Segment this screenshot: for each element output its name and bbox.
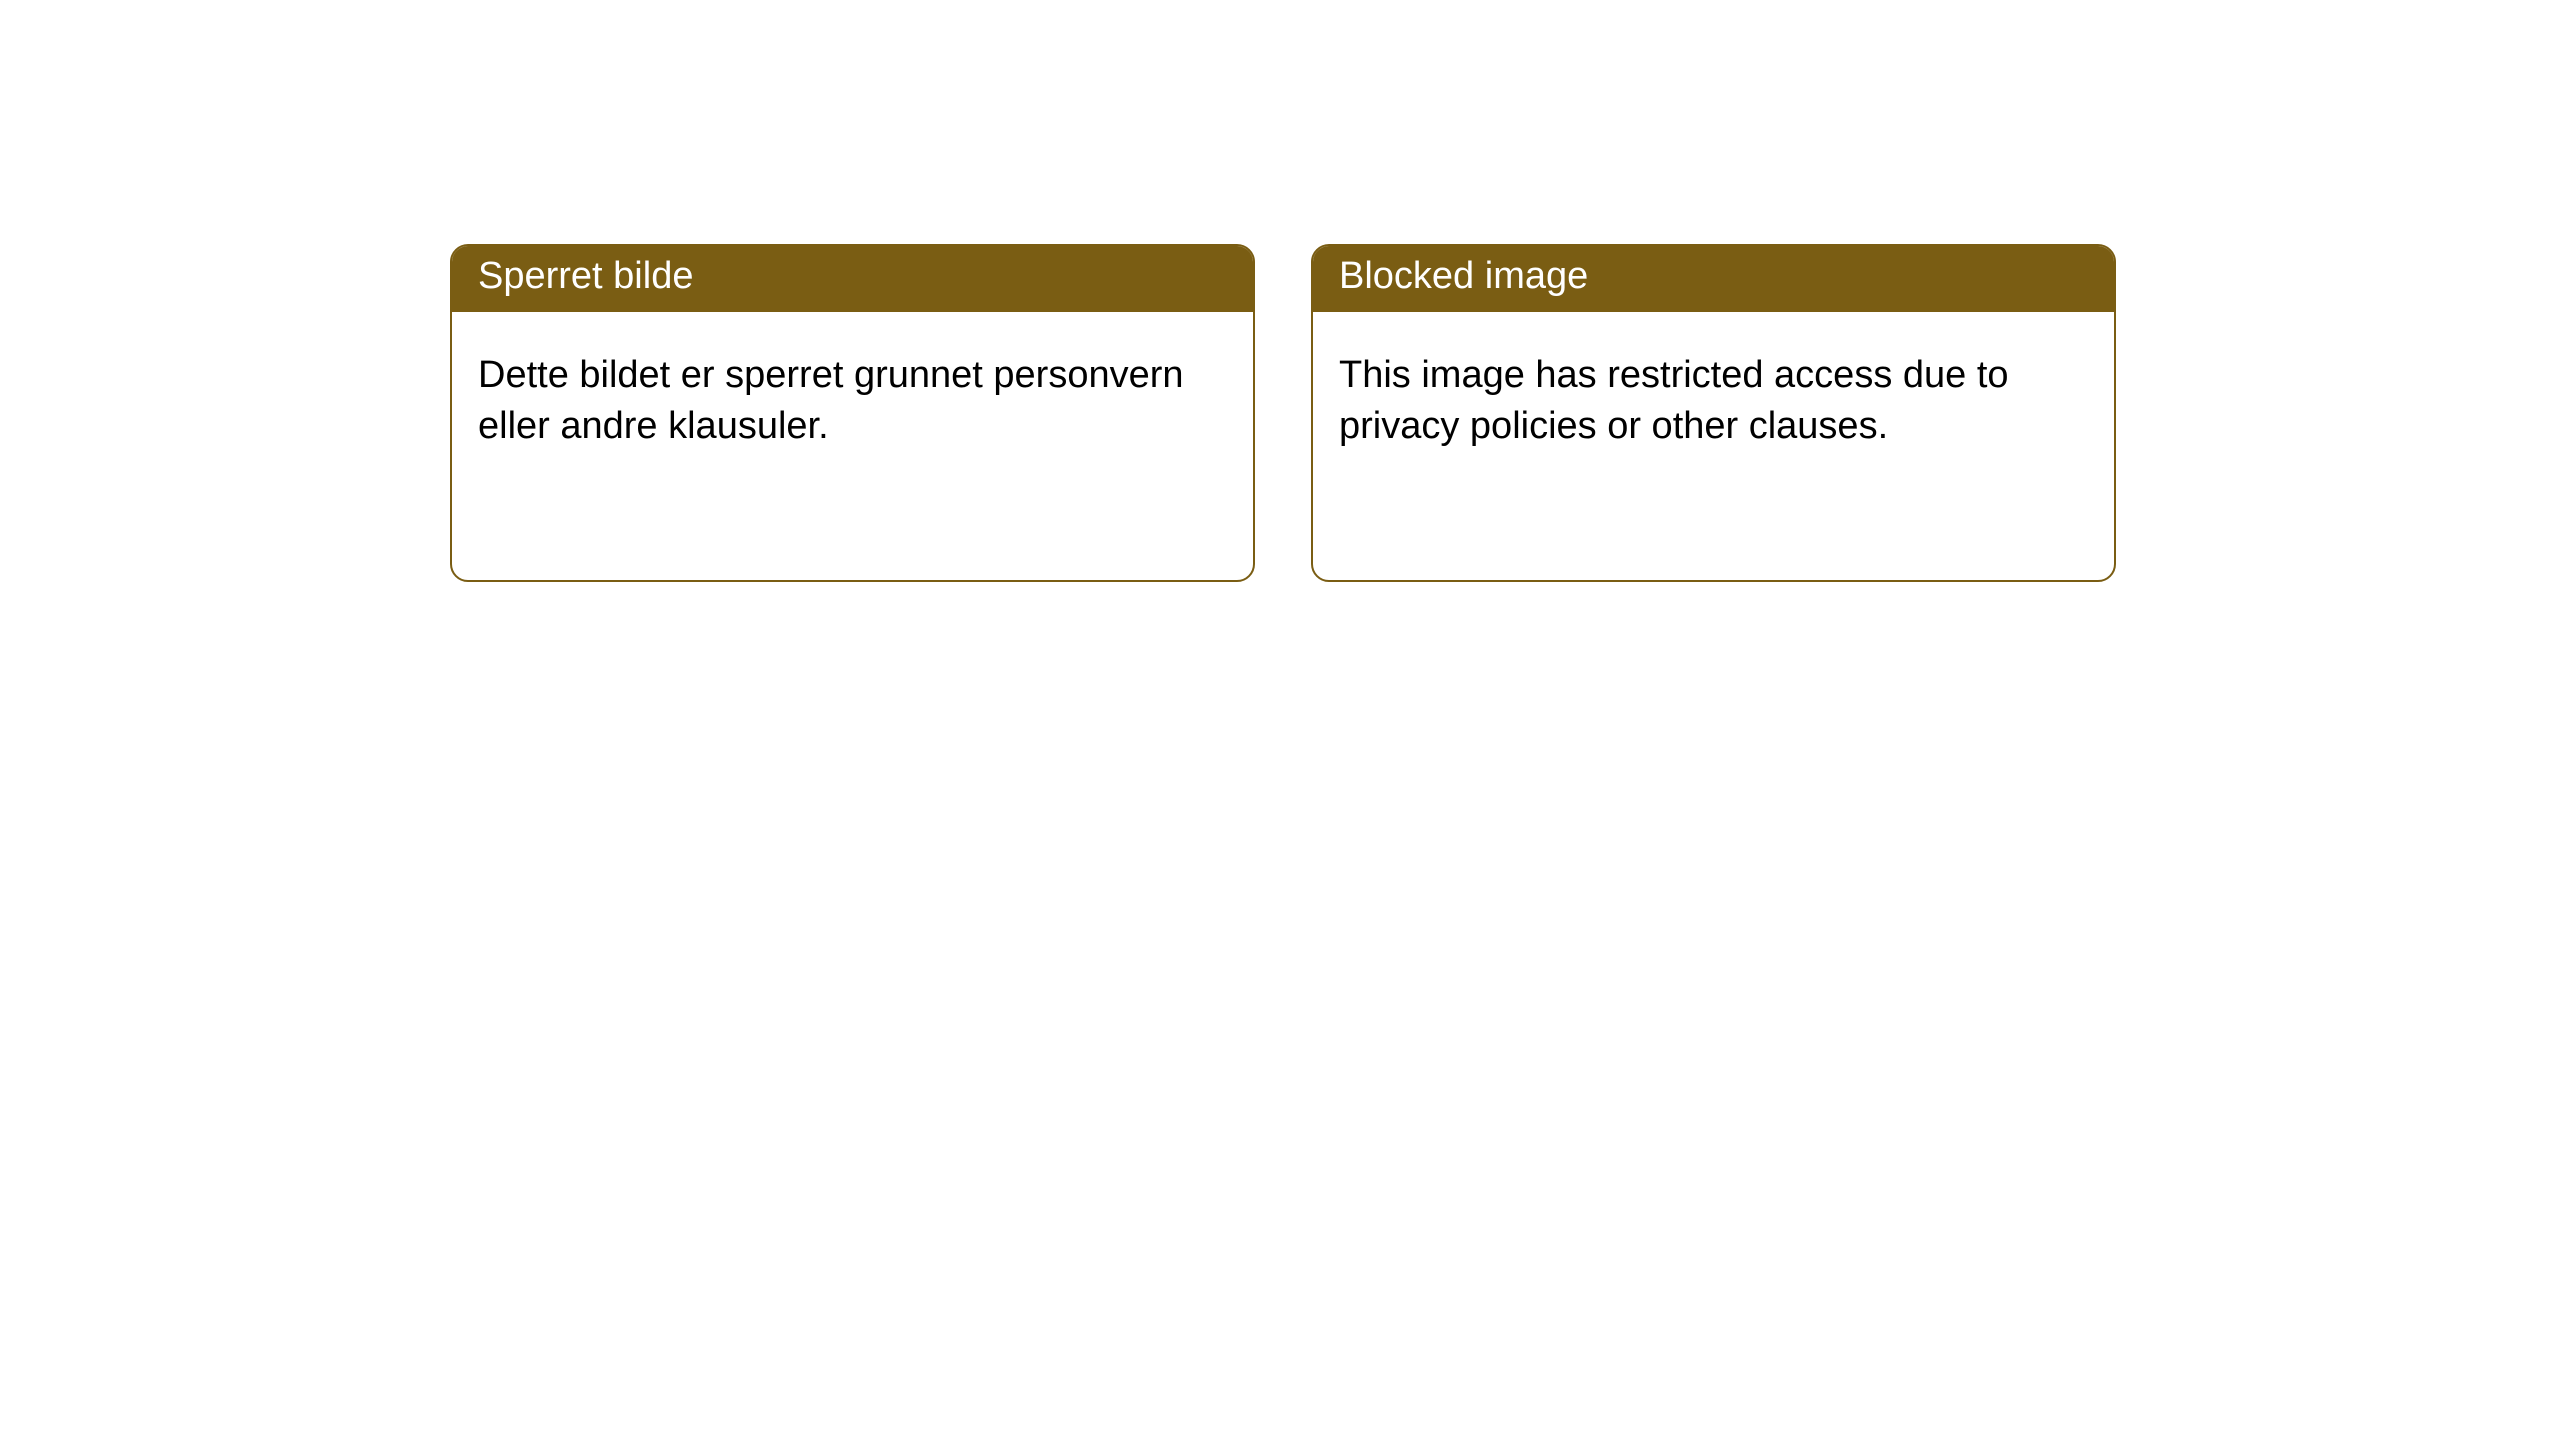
card-header-nb: Sperret bilde xyxy=(452,246,1253,312)
blocked-image-card-en: Blocked image This image has restricted … xyxy=(1311,244,2116,582)
card-row: Sperret bilde Dette bildet er sperret gr… xyxy=(0,0,2560,582)
card-body-en: This image has restricted access due to … xyxy=(1313,312,2114,473)
card-body-nb: Dette bildet er sperret grunnet personve… xyxy=(452,312,1253,473)
blocked-image-card-nb: Sperret bilde Dette bildet er sperret gr… xyxy=(450,244,1255,582)
card-header-en: Blocked image xyxy=(1313,246,2114,312)
